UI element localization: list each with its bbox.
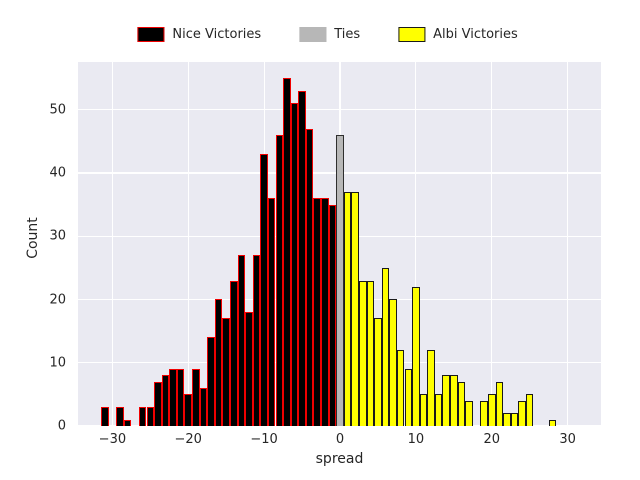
- histogram-bar: [275, 135, 284, 426]
- histogram-bar: [169, 369, 177, 426]
- histogram-bar: [442, 375, 451, 426]
- histogram-bar: [290, 103, 299, 426]
- x-tick-label: 20: [483, 432, 501, 447]
- histogram-bar: [214, 299, 223, 426]
- histogram-bar: [480, 400, 488, 426]
- legend-swatch-icon: [398, 27, 426, 42]
- x-tick-label: 30: [559, 432, 576, 447]
- histogram-bar: [313, 198, 322, 426]
- histogram-bar: [321, 198, 329, 426]
- histogram-bar: [374, 318, 382, 426]
- histogram-bar: [495, 381, 504, 426]
- plot-area: [78, 62, 601, 427]
- legend: Nice Victories Ties Albi Victories: [137, 27, 518, 42]
- histogram-bar: [336, 135, 344, 426]
- histogram-bar: [100, 407, 109, 426]
- histogram-bar: [358, 280, 367, 426]
- legend-swatch-icon: [137, 27, 165, 42]
- histogram-bar: [548, 419, 557, 426]
- gridline: [415, 62, 417, 426]
- histogram-bar: [389, 299, 397, 426]
- histogram-bar: [328, 204, 337, 426]
- y-tick-label: 50: [49, 102, 66, 118]
- legend-item-albi-victories: Albi Victories: [398, 27, 518, 42]
- histogram-bar: [525, 394, 534, 426]
- y-tick-label: 40: [49, 165, 66, 181]
- histogram-bar: [450, 375, 458, 426]
- histogram-bar: [510, 413, 519, 426]
- histogram-bar: [184, 394, 193, 426]
- histogram-bar: [252, 255, 261, 426]
- x-tick-label: 0: [335, 432, 345, 447]
- histogram-bar: [176, 369, 185, 426]
- histogram-bar: [146, 407, 155, 426]
- x-tick-label: 10: [407, 432, 425, 447]
- legend-label: Ties: [334, 27, 361, 42]
- histogram-bar: [419, 394, 428, 426]
- y-tick-label: 20: [49, 292, 66, 307]
- legend-label: Albi Victories: [433, 27, 518, 42]
- histogram-bar: [434, 394, 443, 426]
- histogram-bar: [412, 286, 420, 426]
- histogram-bar: [457, 381, 466, 426]
- histogram-bar: [267, 198, 276, 426]
- histogram-bar: [396, 350, 405, 426]
- histogram-bar: [260, 153, 268, 426]
- histogram-bar: [404, 369, 413, 426]
- legend-item-ties: Ties: [299, 27, 360, 42]
- histogram-bar: [207, 337, 215, 426]
- histogram-bar: [222, 318, 230, 426]
- histogram-bar: [245, 312, 253, 426]
- legend-swatch-icon: [299, 27, 327, 42]
- histogram-bar: [305, 128, 314, 426]
- histogram-bar: [503, 413, 511, 426]
- gridline: [567, 62, 569, 426]
- histogram-bar: [123, 419, 132, 426]
- histogram-bar: [229, 280, 238, 426]
- histogram-bar: [154, 381, 162, 426]
- gridline: [491, 62, 493, 426]
- histogram-bar: [237, 255, 246, 426]
- x-axis-label: spread: [315, 451, 364, 467]
- x-tick-label: −30: [98, 432, 127, 447]
- histogram-bar: [366, 280, 375, 426]
- x-tick-label: −10: [250, 432, 278, 447]
- histogram-bar: [138, 407, 147, 426]
- histogram-bar: [116, 407, 124, 426]
- y-tick-label: 10: [49, 355, 66, 371]
- histogram-bar: [298, 90, 306, 426]
- histogram-bar: [199, 388, 208, 426]
- legend-label: Nice Victories: [172, 27, 262, 42]
- histogram-bar: [351, 191, 359, 426]
- histogram-bar: [487, 394, 496, 426]
- gridline: [187, 62, 189, 426]
- histogram-bar: [427, 350, 435, 426]
- histogram-bar: [381, 267, 390, 426]
- legend-item-nice-victories: Nice Victories: [137, 27, 261, 42]
- y-tick-label: 0: [57, 418, 66, 434]
- gridline: [111, 62, 113, 426]
- histogram-bar: [161, 375, 170, 426]
- histogram-bar: [343, 191, 352, 426]
- histogram-bar: [518, 400, 526, 426]
- x-tick-label: −20: [174, 432, 202, 447]
- y-tick-label: 30: [49, 228, 66, 244]
- histogram-bar: [192, 369, 200, 426]
- histogram-bar: [465, 400, 473, 426]
- histogram-bar: [283, 78, 291, 426]
